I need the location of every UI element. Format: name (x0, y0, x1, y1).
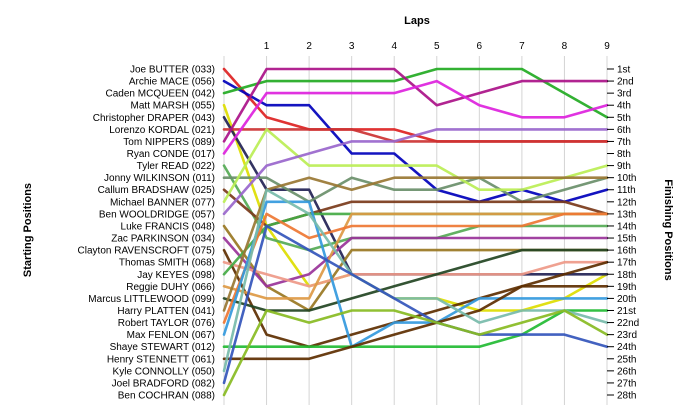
finishing-position-label: 5th (617, 113, 631, 124)
starting-position-label: Jonny WILKINSON (011) (104, 173, 215, 184)
starting-position-label: Tyler READ (022) (137, 161, 215, 172)
driver-line-12 (222, 128, 609, 204)
finishing-position-label: 10th (617, 173, 636, 184)
driver-line-6 (222, 128, 609, 143)
driver-line-27 (222, 224, 609, 385)
lap-tick-labels: 1 2 3 4 5 6 7 8 9 (264, 41, 610, 52)
finishing-position-label: 9th (617, 161, 631, 172)
lap-tick-label: 8 (562, 41, 568, 52)
starting-position-label: Ben COCHRAN (088) (118, 391, 215, 402)
lap-tick-label: 5 (434, 41, 440, 52)
lap-tick-label: 7 (519, 41, 525, 52)
starting-position-label: Joel BRADFORD (082) (112, 378, 215, 389)
finishing-position-label: 27th (617, 378, 636, 389)
starting-position-label: Caden MCQUEEN (042) (106, 89, 215, 100)
finishing-position-label: 16th (617, 246, 636, 257)
finishing-position-label: 15th (617, 234, 636, 245)
starting-position-label: Christopher DRAPER (043) (93, 113, 215, 124)
finishing-position-label: 8th (617, 149, 631, 160)
finishing-position-label: 2nd (617, 77, 634, 88)
driver-line-28 (222, 309, 609, 397)
finishing-position-label: 4th (617, 101, 631, 112)
driver-line-13 (222, 128, 609, 216)
starting-position-label: Lorenzo KORDAL (021) (109, 125, 215, 136)
driver-line-10 (222, 176, 609, 204)
finishing-position-label: 14th (617, 221, 636, 232)
starting-position-label: Robert TAYLOR (076) (118, 318, 215, 329)
lap-tick-label: 6 (477, 41, 483, 52)
starting-position-label: Jay KEYES (098) (137, 270, 215, 281)
starting-position-label: Max FENLON (067) (127, 330, 215, 341)
starting-position-label: Ben WOOLDRIDGE (057) (99, 209, 215, 220)
starting-position-labels: Joe BUTTER (033)Archie MACE (056)Caden M… (78, 65, 215, 402)
finishing-position-label: 26th (617, 366, 636, 377)
finishing-position-label: 3rd (617, 89, 631, 100)
starting-position-label: Reggie DUHY (066) (126, 282, 215, 293)
lap-tick-label: 9 (604, 41, 610, 52)
driver-line-26 (222, 188, 609, 373)
finishing-position-label: 18th (617, 270, 636, 281)
finishing-position-label: 6th (617, 125, 631, 136)
starting-position-label: Clayton RAVENSCROFT (075) (78, 246, 215, 257)
starting-position-label: Joe BUTTER (033) (130, 65, 215, 76)
starting-position-label: Kyle CONNOLLY (050) (113, 366, 215, 377)
driver-line-21 (222, 176, 609, 312)
starting-position-label: Matt MARSH (055) (131, 101, 215, 112)
starting-position-label: Shaye STEWART (012) (110, 342, 215, 353)
starting-position-label: Thomas SMITH (068) (119, 258, 215, 269)
driver-line-25 (222, 260, 609, 361)
finishing-position-label: 7th (617, 137, 631, 148)
lap-tick-label: 3 (349, 41, 355, 52)
driver-line-20 (222, 248, 609, 312)
finishing-position-label: 13th (617, 209, 636, 220)
left-axis-title: Starting Positions (22, 183, 34, 277)
finishing-position-labels: 1st2nd3rd4th5th6th7th8th9th10th11th12th1… (607, 65, 639, 402)
driver-line-19 (222, 212, 609, 300)
position-lines (222, 67, 609, 397)
finishing-position-label: 20th (617, 294, 636, 305)
starting-position-label: Michael BANNER (077) (110, 197, 215, 208)
driver-line-22 (222, 212, 609, 324)
lap-tick-label: 1 (264, 41, 270, 52)
driver-line-8 (222, 79, 609, 155)
driver-line-17 (222, 260, 609, 288)
starting-position-label: Marcus LITTLEWOOD (099) (88, 294, 215, 305)
starting-position-label: Archie MACE (056) (129, 77, 215, 88)
lap-tick-label: 4 (391, 41, 397, 52)
starting-position-label: Henry STENNETT (061) (107, 354, 215, 365)
finishing-position-label: 11th (617, 185, 636, 196)
starting-position-label: Harry PLATTEN (041) (117, 306, 215, 317)
starting-position-label: Tom NIPPERS (089) (123, 137, 215, 148)
finishing-position-label: 1st (617, 65, 631, 76)
finishing-position-label: 23rd (617, 330, 637, 341)
finishing-position-label: 22nd (617, 318, 639, 329)
starting-position-label: Callum BRADSHAW (025) (98, 185, 215, 196)
finishing-position-label: 17th (617, 258, 636, 269)
finishing-position-label: 12th (617, 197, 636, 208)
x-axis-title: Laps (404, 15, 430, 27)
starting-position-label: Ryan CONDE (017) (127, 149, 215, 160)
finishing-position-label: 25th (617, 354, 636, 365)
finishing-position-label: 19th (617, 282, 636, 293)
finishing-position-label: 28th (617, 391, 636, 402)
right-axis-title: Finishing Positions (662, 179, 674, 280)
starting-position-label: Zac PARKINSON (034) (111, 234, 215, 245)
finishing-position-label: 21st (617, 306, 636, 317)
lap-tick-label: 2 (306, 41, 312, 52)
starting-position-label: Luke FRANCIS (048) (121, 221, 215, 232)
finishing-position-label: 24th (617, 342, 636, 353)
driver-line-24 (222, 309, 609, 349)
